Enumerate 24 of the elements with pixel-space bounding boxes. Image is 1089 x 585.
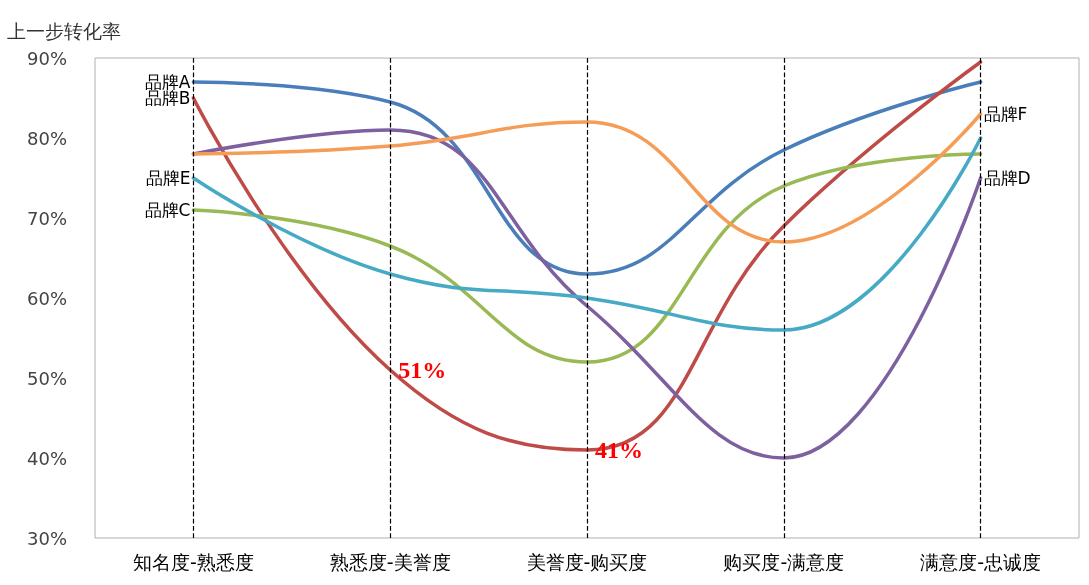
y-axis-title: 上一步转化率	[7, 19, 121, 42]
y-tick-label: 30%	[26, 527, 67, 549]
line-series	[191, 80, 983, 276]
series-label: 品牌C	[144, 200, 191, 220]
y-tick-label: 60%	[26, 287, 67, 309]
y-tick-label: 70%	[26, 207, 67, 229]
annotation: 51%	[398, 357, 447, 383]
y-tick-label: 40%	[26, 447, 67, 469]
series-label: 品牌F	[983, 104, 1028, 124]
y-tick-label: 80%	[26, 127, 67, 149]
line-series	[191, 112, 983, 244]
line-series	[191, 152, 983, 364]
x-tick-label: 满意度-忠诚度	[920, 550, 1042, 573]
x-tick-label: 熟悉度-美誉度	[329, 550, 451, 573]
x-tick-label: 购买度-满意度	[723, 550, 845, 573]
line-series	[191, 128, 983, 460]
annotation: 41%	[595, 437, 643, 463]
line-series	[191, 136, 983, 332]
series-label: 品牌E	[145, 168, 191, 188]
series-label: 品牌D	[983, 168, 1031, 188]
y-tick-label: 50%	[26, 367, 67, 389]
x-tick-label: 知名度-熟悉度	[132, 550, 254, 573]
y-tick-label: 90%	[26, 47, 67, 69]
x-tick-label: 美誉度-购买度	[526, 550, 648, 573]
